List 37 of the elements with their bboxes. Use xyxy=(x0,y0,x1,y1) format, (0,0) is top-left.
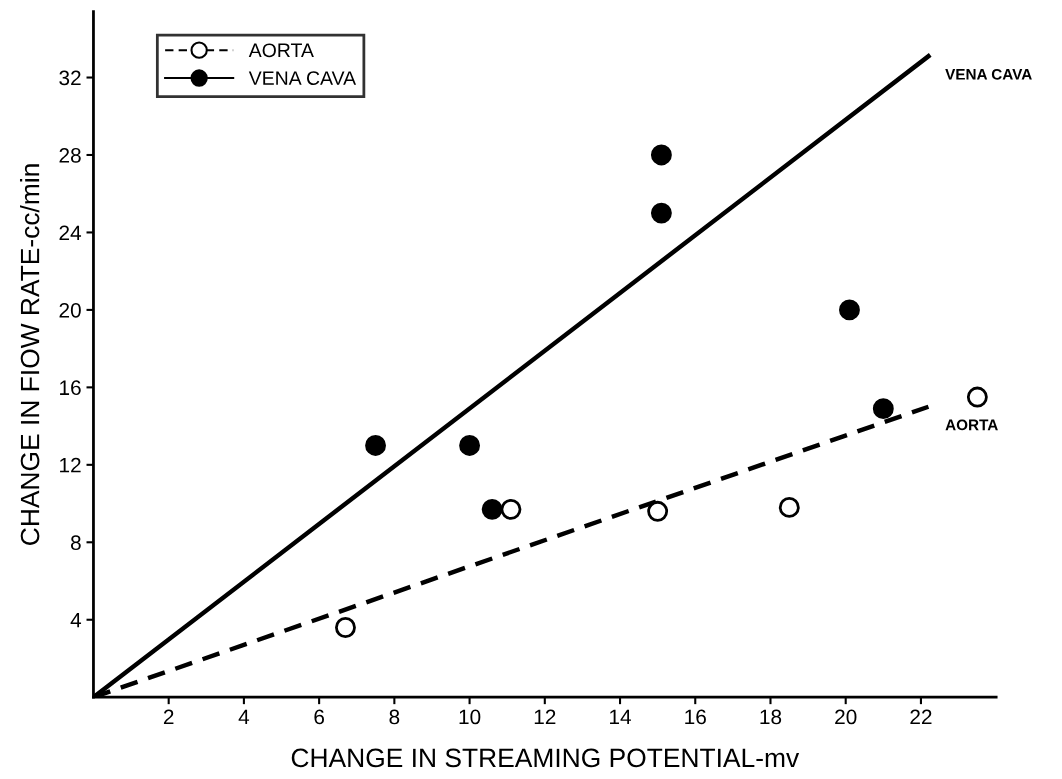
x-tick-label: 10 xyxy=(459,709,481,725)
point xyxy=(481,498,503,520)
point xyxy=(500,498,522,520)
point xyxy=(966,386,988,408)
point xyxy=(839,299,860,321)
y-tick-label: 4 xyxy=(70,612,82,628)
y-tick-label: 24 xyxy=(59,225,82,240)
y-tick-label: 20 xyxy=(59,302,81,318)
annotation: AORTA xyxy=(945,419,998,431)
point xyxy=(459,435,481,456)
point xyxy=(872,398,894,420)
point xyxy=(650,144,672,166)
x-tick-label: 2 xyxy=(163,709,174,725)
point xyxy=(647,500,669,522)
y-tick-label: 8 xyxy=(70,535,81,551)
x-tick-label: 20 xyxy=(835,709,857,725)
x-axis-title: CHANGE IN STREAMING POTENTIAL-mv xyxy=(291,748,800,768)
annotation: VENA CAVA xyxy=(945,68,1032,80)
x-tick-label: 14 xyxy=(610,709,632,725)
legend-label: AORTA xyxy=(248,43,314,58)
x-tick-label: 12 xyxy=(534,709,556,725)
x-tick-label: 18 xyxy=(760,709,782,725)
x-tick-label: 8 xyxy=(389,709,400,725)
point xyxy=(365,435,386,456)
y-tick-label: 16 xyxy=(60,380,81,396)
x-tick-label: 22 xyxy=(910,709,932,725)
point xyxy=(778,496,800,518)
x-tick-label: 6 xyxy=(314,709,325,725)
point xyxy=(650,202,672,224)
y-tick-label: 12 xyxy=(60,457,81,473)
y-axis-title: CHANGE IN FIOW RATE-cc/min xyxy=(19,164,40,545)
point xyxy=(335,617,356,638)
legend-label: VENA CAVA xyxy=(248,71,357,86)
y-tick-label: 28 xyxy=(59,147,81,163)
x-tick-label: 4 xyxy=(238,709,250,725)
y-tick-label: 32 xyxy=(59,70,81,86)
x-tick-label: 16 xyxy=(685,709,706,725)
